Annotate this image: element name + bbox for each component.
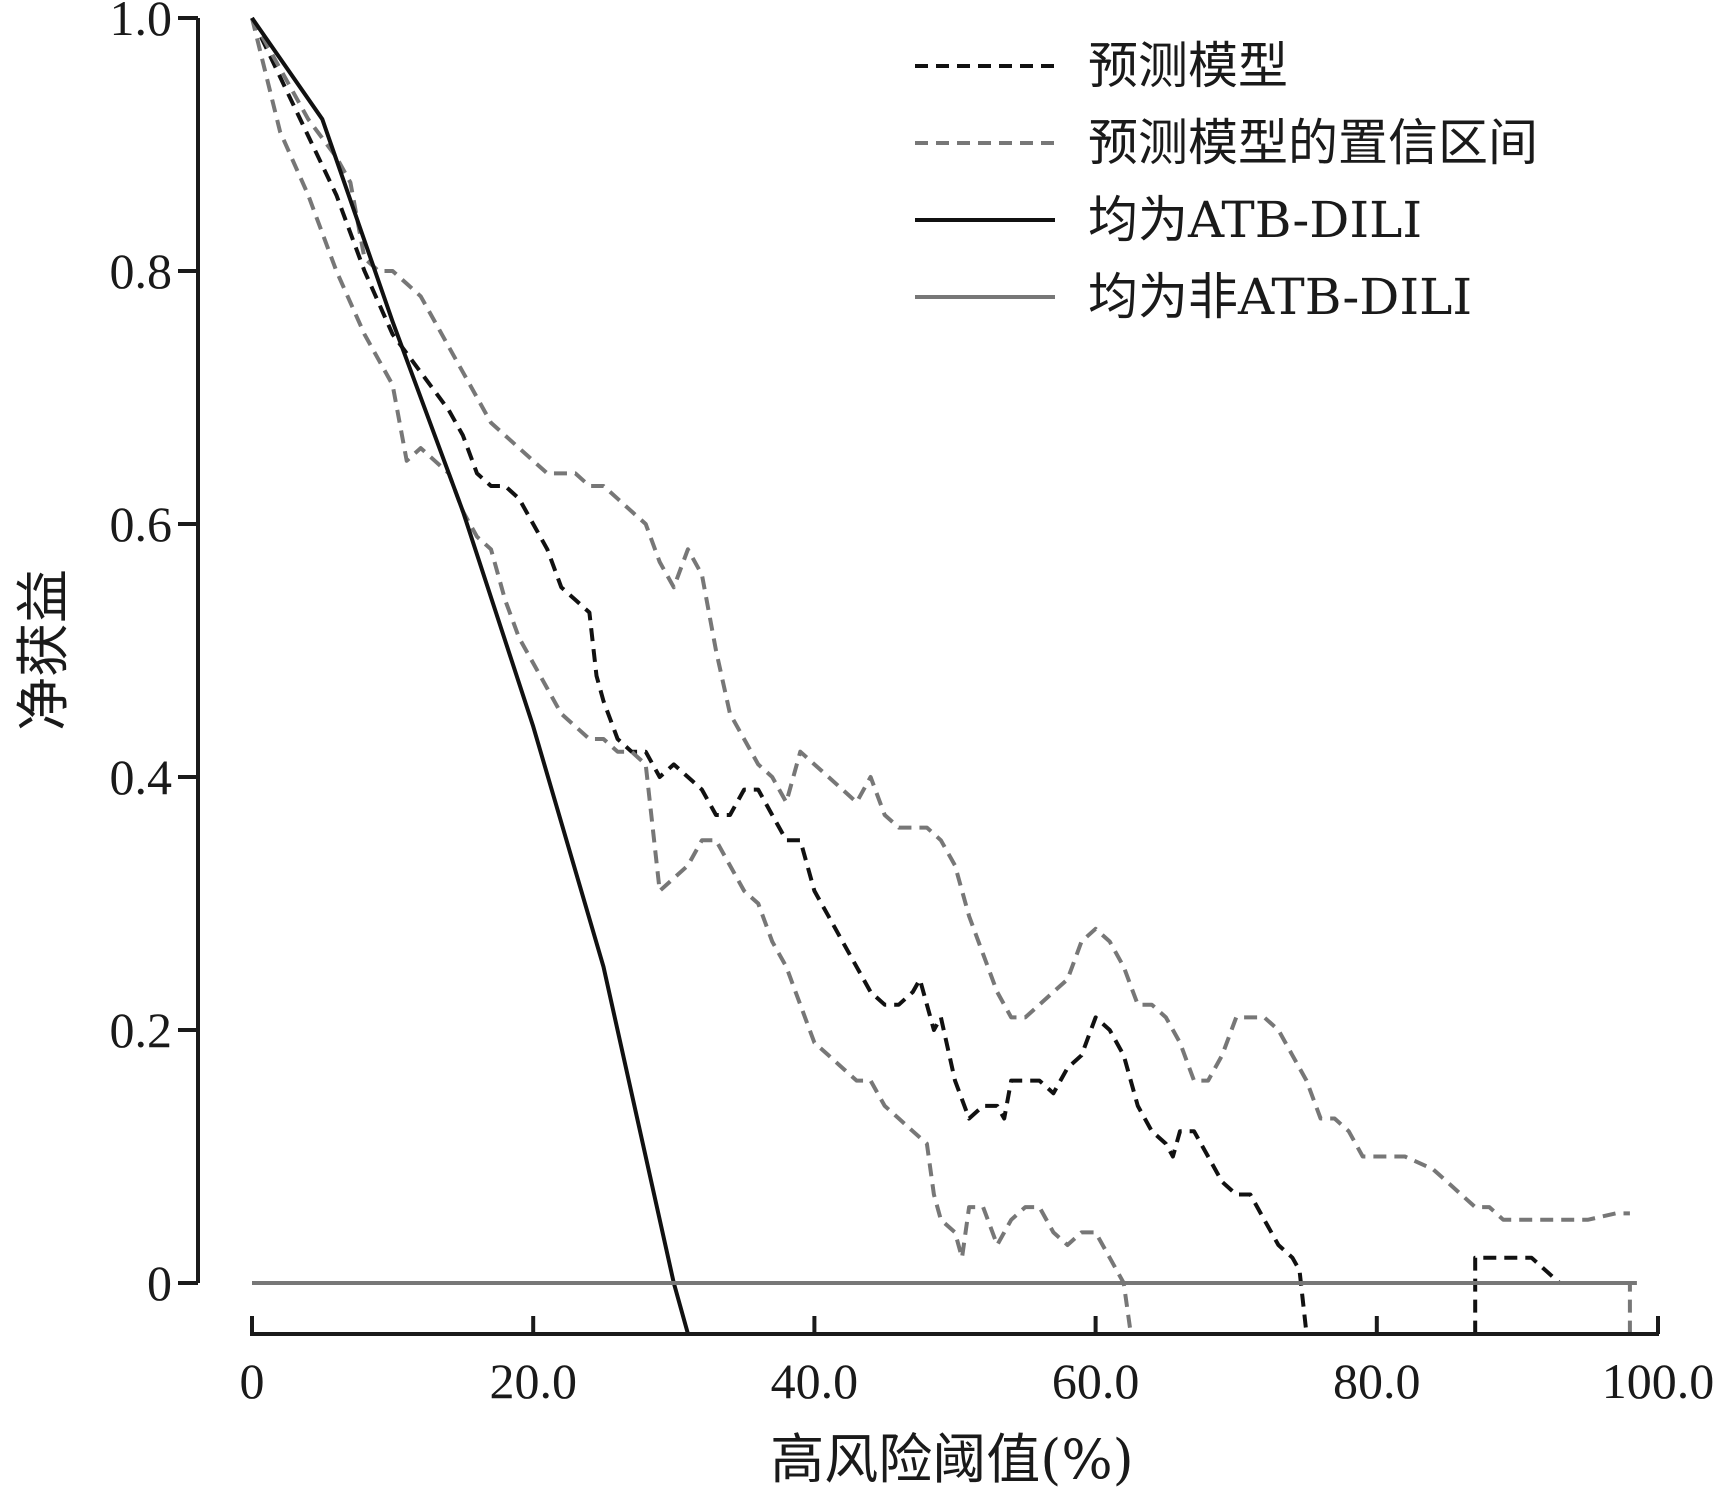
x-tick-label-1: 20.0: [489, 1353, 577, 1409]
legend-label-1: 预测模型的置信区间: [1088, 114, 1538, 172]
series-line-3: [250, 17, 1133, 1334]
y-tick-label-3: 0.6: [110, 496, 173, 552]
x-axis-title: 高风险阈值(%): [770, 1428, 1133, 1491]
series-line-1: [1473, 1255, 1630, 1334]
axes-layer: [196, 18, 1659, 1336]
x-ticks: 0 20.0 40.0 60.0 80.0 100.0: [240, 1316, 1715, 1409]
x-tick-label-0: 0: [240, 1353, 265, 1409]
y-tick-label-2: 0.4: [110, 749, 173, 805]
x-tick-label-3: 60.0: [1052, 1353, 1140, 1409]
series-line-2: [250, 17, 1630, 1222]
series-line-4: [1627, 1281, 1637, 1334]
y-tick-label-4: 0.8: [110, 243, 173, 299]
x-tick-label-5: 100.0: [1602, 1353, 1715, 1409]
legend-label-2: 均为ATB-DILI: [1088, 191, 1422, 249]
x-tick-label-4: 80.0: [1333, 1353, 1421, 1409]
y-tick-label-0: 0: [147, 1255, 172, 1311]
legend-label-0: 预测模型: [1088, 37, 1288, 95]
series-layer: [250, 16, 1637, 1335]
y-tick-label-1: 0.2: [110, 1002, 173, 1058]
series-line-0: [250, 17, 1309, 1334]
x-tick-label-2: 40.0: [771, 1353, 859, 1409]
series-line-5: [250, 16, 690, 1335]
y-axis-title: 净获益: [12, 569, 75, 731]
y-ticks: 0 0.2 0.4 0.6 0.8 1.0: [110, 0, 198, 1311]
legend-label-3: 均为非ATB-DILI: [1088, 268, 1472, 326]
y-tick-label-5: 1.0: [110, 0, 173, 46]
